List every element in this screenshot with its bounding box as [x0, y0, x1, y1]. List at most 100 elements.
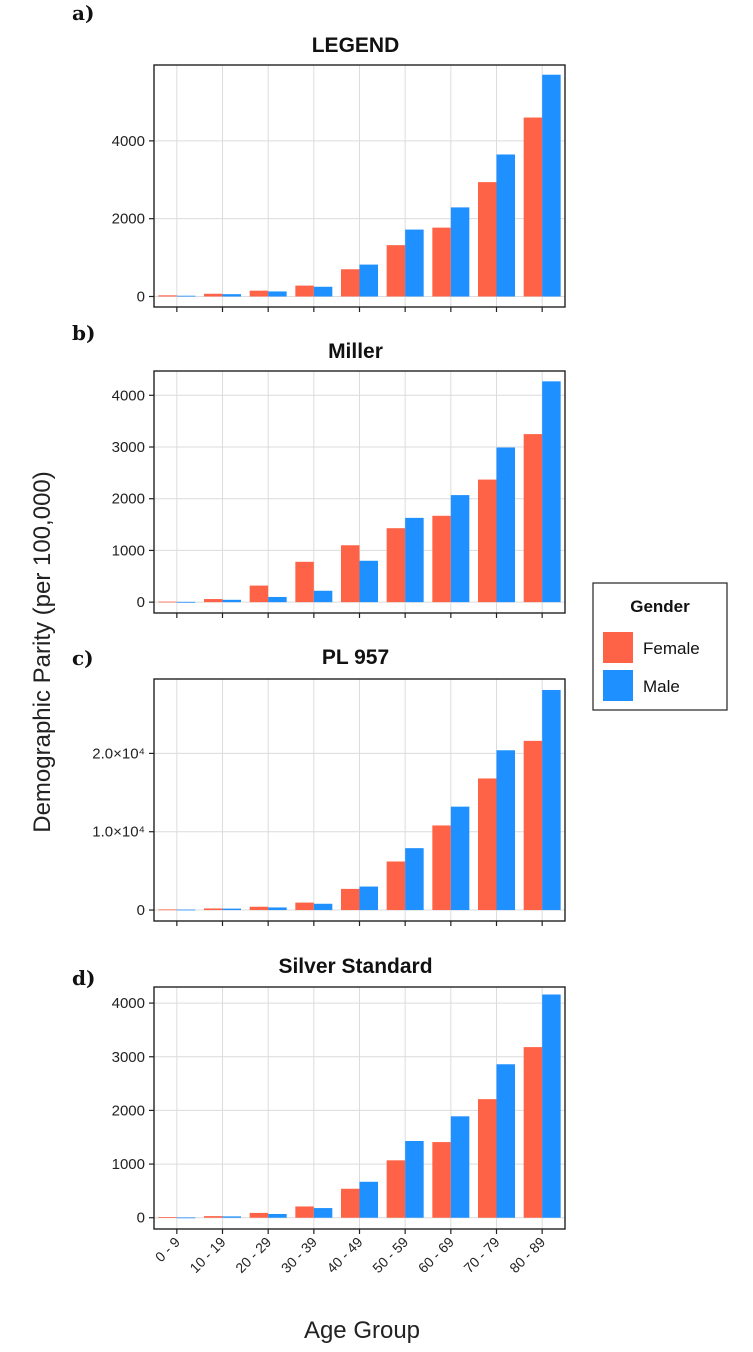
- bar-female-0-9: [158, 909, 177, 911]
- bar-male-0-9: [176, 601, 196, 603]
- legend-label-male: Male: [643, 677, 680, 696]
- bar-female-10-19: [204, 293, 223, 297]
- y-tick-label: 2.0×10⁴: [92, 745, 145, 762]
- bar-male-50-59: [405, 848, 424, 911]
- bar-male-0-9: [176, 909, 196, 911]
- bar-male-30-39: [313, 590, 333, 603]
- y-tick-label: 0: [137, 288, 145, 305]
- bar-female-0-9: [158, 295, 177, 297]
- x-tick-label: 70 - 79: [460, 1234, 502, 1276]
- y-tick-label: 2000: [112, 1102, 145, 1119]
- bar-female-30-39: [295, 1206, 314, 1218]
- panel-title: LEGEND: [312, 34, 400, 57]
- panel-letter: c): [72, 646, 94, 670]
- x-axis-title: Age Group: [304, 1317, 420, 1344]
- bar-male-20-29: [268, 596, 287, 603]
- bar-female-80-89: [523, 117, 543, 297]
- bar-male-80-89: [542, 689, 561, 911]
- y-tick-label: 1000: [112, 1156, 145, 1173]
- bar-male-80-89: [542, 381, 561, 603]
- y-tick-label: 0: [137, 1210, 145, 1227]
- bar-female-70-79: [478, 778, 497, 911]
- bar-female-40-49: [341, 1188, 360, 1218]
- legend-title: Gender: [630, 597, 690, 616]
- y-tick-label: 0: [137, 902, 145, 919]
- bar-male-0-9: [176, 1217, 196, 1219]
- bar-male-70-79: [496, 154, 515, 297]
- y-tick-label: 3000: [112, 439, 145, 456]
- bar-female-40-49: [341, 269, 360, 297]
- bar-male-20-29: [268, 1213, 287, 1218]
- bar-male-30-39: [313, 286, 333, 297]
- panel-title: Silver Standard: [278, 955, 432, 978]
- bar-female-40-49: [341, 545, 360, 603]
- bar-male-0-9: [176, 295, 196, 297]
- bar-female-0-9: [158, 601, 177, 603]
- x-tick-label: 10 - 19: [186, 1234, 228, 1276]
- bar-male-60-69: [450, 495, 470, 603]
- bar-male-10-19: [222, 1216, 241, 1218]
- bar-female-10-19: [204, 1216, 223, 1218]
- bar-female-40-49: [341, 888, 360, 911]
- bar-male-40-49: [359, 560, 378, 603]
- bar-female-50-59: [386, 1160, 406, 1218]
- panel-title: Miller: [328, 340, 383, 363]
- bar-female-80-89: [523, 434, 543, 603]
- bar-male-40-49: [359, 1181, 378, 1218]
- bar-male-50-59: [405, 229, 424, 297]
- bar-female-70-79: [478, 479, 497, 603]
- y-tick-label: 4000: [112, 995, 145, 1012]
- bar-female-10-19: [204, 908, 223, 911]
- panels: 0 2000 4000 LEGEND a) 0 1000 2000 3000 4000 Miller…: [72, 1, 566, 1276]
- panel-letter: a): [72, 1, 94, 25]
- y-tick-label: 2000: [112, 491, 145, 508]
- bar-female-60-69: [432, 825, 451, 911]
- legend-swatch-male: [603, 670, 633, 701]
- bar-female-0-9: [158, 1217, 177, 1218]
- bar-female-20-29: [249, 906, 269, 911]
- bar-male-50-59: [405, 517, 424, 603]
- y-tick-label: 4000: [112, 133, 145, 150]
- bar-female-20-29: [249, 1212, 269, 1218]
- bar-female-50-59: [386, 528, 406, 603]
- bar-female-20-29: [249, 585, 269, 603]
- bar-female-30-39: [295, 561, 314, 603]
- x-tick-label: 50 - 59: [369, 1234, 411, 1276]
- y-tick-label: 0: [137, 594, 145, 611]
- bar-female-70-79: [478, 182, 497, 297]
- x-tick-label: 60 - 69: [415, 1234, 457, 1276]
- bar-male-60-69: [450, 806, 470, 911]
- y-tick-label: 1000: [112, 542, 145, 559]
- y-tick-label: 1.0×10⁴: [92, 824, 145, 841]
- bar-male-40-49: [359, 264, 378, 297]
- bar-male-20-29: [268, 291, 287, 297]
- y-tick-label: 4000: [112, 387, 145, 404]
- panel-letter: b): [72, 321, 95, 345]
- legend: Gender Female Male: [592, 582, 728, 711]
- x-tick-label: 80 - 89: [506, 1234, 548, 1276]
- bar-female-20-29: [249, 290, 269, 297]
- y-tick-label: 3000: [112, 1049, 145, 1066]
- bar-female-30-39: [295, 902, 314, 911]
- bar-male-60-69: [450, 1116, 470, 1218]
- bar-male-30-39: [313, 1208, 333, 1218]
- legend-label-female: Female: [643, 639, 700, 658]
- bar-male-70-79: [496, 750, 515, 911]
- bar-male-40-49: [359, 886, 378, 911]
- bar-female-30-39: [295, 285, 314, 297]
- bar-male-80-89: [542, 994, 561, 1218]
- y-axis-title: Demographic Parity (per 100,000): [29, 471, 56, 833]
- legend-swatch-female: [603, 632, 633, 663]
- bar-female-70-79: [478, 1099, 497, 1218]
- y-tick-label: 2000: [112, 211, 145, 228]
- bar-male-70-79: [496, 1064, 515, 1218]
- bar-male-10-19: [222, 294, 241, 297]
- bar-male-60-69: [450, 207, 470, 297]
- panel-title: PL 957: [322, 646, 389, 669]
- bar-male-80-89: [542, 74, 561, 297]
- bar-female-80-89: [523, 740, 543, 911]
- bar-female-60-69: [432, 227, 451, 297]
- bar-female-50-59: [386, 861, 406, 911]
